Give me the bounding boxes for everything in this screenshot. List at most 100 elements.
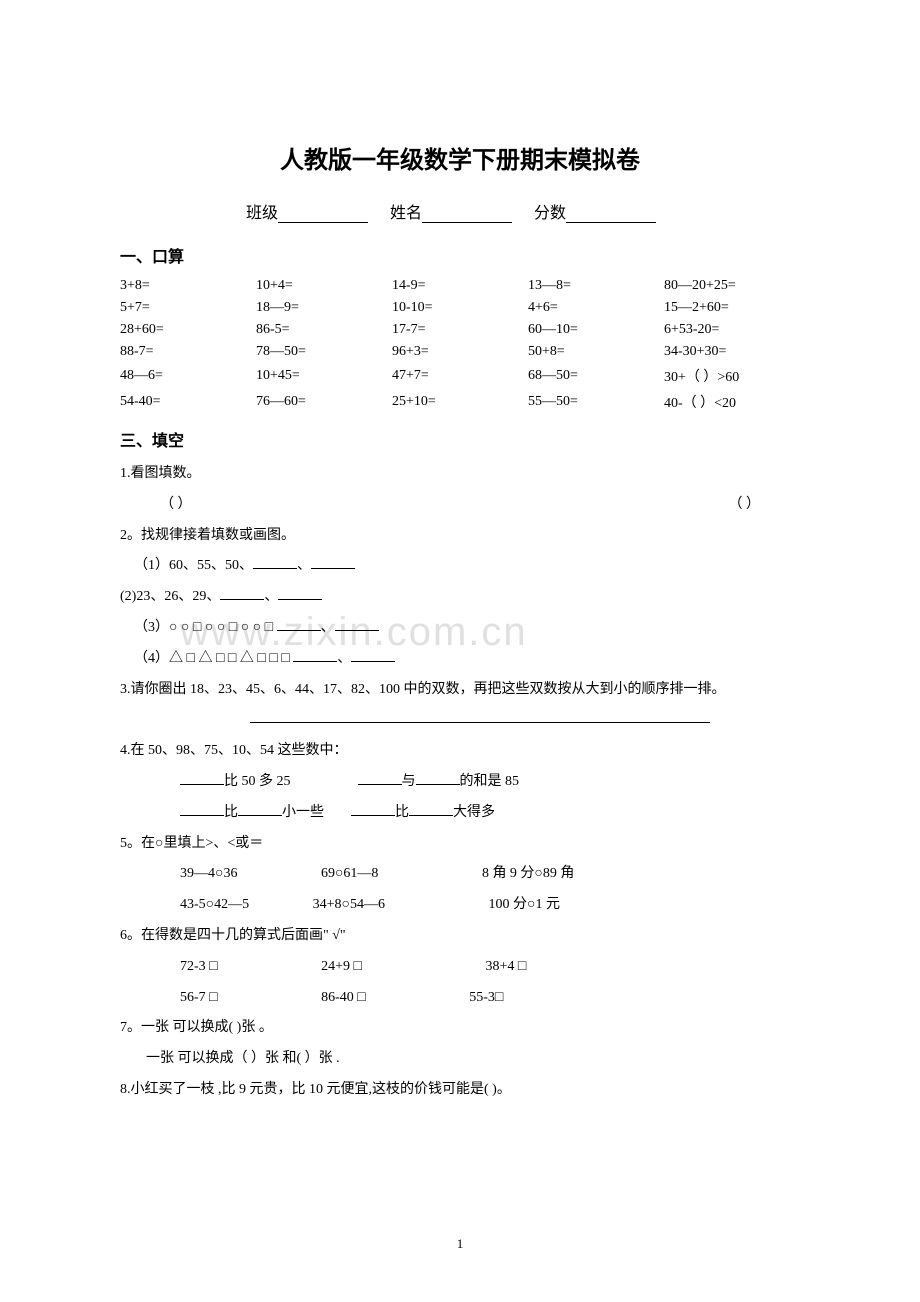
long-blank	[250, 709, 710, 723]
q2-3: （3）○ ○ □ ○ ○ □ ○ ○ □ 、	[134, 613, 800, 644]
text: 34+8○54—6	[313, 897, 385, 912]
calc-row: 28+60= 86-5= 17-7= 60—10= 6+53-20=	[120, 319, 800, 341]
text: 38+4 □	[485, 959, 526, 974]
calc-cell: 54-40=	[120, 389, 256, 415]
blank	[409, 802, 453, 816]
calc-row: 88-7= 78—50= 96+3= 50+8= 34-30+30=	[120, 341, 800, 363]
calc-cell: 76—60=	[256, 389, 392, 415]
q2-2: (2)23、26、29、、	[120, 582, 800, 613]
calc-cell: 30+（ ）>60	[664, 363, 800, 389]
calc-cell: 96+3=	[392, 341, 528, 363]
blank	[277, 617, 321, 631]
calc-cell: 5+7=	[120, 297, 256, 319]
calc-cell: 25+10=	[392, 389, 528, 415]
calc-cell: 13—8=	[528, 275, 664, 297]
calc-cell: 10-10=	[392, 297, 528, 319]
calc-table: 3+8= 10+4= 14-9= 13—8= 80—20+25= 5+7= 18…	[120, 275, 800, 415]
blank	[220, 586, 264, 600]
text: 小一些	[282, 805, 324, 820]
blank	[238, 802, 282, 816]
q4-line1: 比 50 多 25 与 的和是 85	[180, 767, 800, 798]
text: 43-5○42—5	[180, 897, 249, 912]
q2-4: （4）△ □ △ □ □ △ □ □ □ 、	[134, 644, 800, 675]
text: 比 50 多 25	[224, 774, 291, 789]
calc-row: 48—6= 10+45= 47+7= 68—50= 30+（ ）>60	[120, 363, 800, 389]
q2-2-text: (2)23、26、29、	[120, 589, 220, 604]
calc-cell: 17-7=	[392, 319, 528, 341]
q2-3-text: （3）○ ○ □ ○ ○ □ ○ ○ □	[134, 620, 277, 635]
q4: 4.在 50、98、75、10、54 这些数中：	[120, 736, 800, 767]
text: 39—4○36	[180, 866, 237, 881]
blank	[351, 802, 395, 816]
calc-cell: 60—10=	[528, 319, 664, 341]
calc-cell: 40-（ ）<20	[664, 389, 800, 415]
class-blank	[278, 205, 368, 223]
section1-head: 一、口算	[120, 243, 800, 267]
calc-cell: 18—9=	[256, 297, 392, 319]
calc-cell: 14-9=	[392, 275, 528, 297]
q3: 3.请你圈出 18、23、45、6、44、17、82、100 中的双数，再把这些…	[120, 675, 800, 706]
text: 69○61—8	[321, 866, 378, 881]
calc-cell: 10+4=	[256, 275, 392, 297]
text: 55-3□	[469, 990, 503, 1005]
class-label: 班级	[246, 205, 278, 222]
q6: 6。在得数是四十几的算式后面画" √"	[120, 921, 800, 952]
name-label: 姓名	[390, 205, 422, 222]
calc-cell: 88-7=	[120, 341, 256, 363]
q2-1: （1）60、55、50、、	[134, 551, 800, 582]
score-label: 分数	[534, 205, 566, 222]
blank	[416, 771, 460, 785]
page-number: 1	[0, 1236, 920, 1252]
text: 86-40 □	[321, 990, 366, 1005]
text: 100 分○1 元	[488, 897, 559, 912]
calc-cell: 4+6=	[528, 297, 664, 319]
calc-cell: 6+53-20=	[664, 319, 800, 341]
calc-cell: 78—50=	[256, 341, 392, 363]
calc-row: 3+8= 10+4= 14-9= 13—8= 80—20+25=	[120, 275, 800, 297]
q1: 1.看图填数。	[120, 459, 800, 490]
blank	[180, 771, 224, 785]
blank	[335, 617, 379, 631]
q2-4-text: （4）△ □ △ □ □ △ □ □ □	[134, 651, 293, 666]
q8: 8.小红买了一枝 ,比 9 元贵，比 10 元便宜,这枝的价钱可能是( )。	[120, 1075, 800, 1106]
blank	[180, 802, 224, 816]
calc-cell: 55—50=	[528, 389, 664, 415]
paren-left: （ ）	[160, 490, 192, 521]
text: 56-7 □	[180, 990, 218, 1005]
text: 比	[224, 805, 238, 820]
blank	[358, 771, 402, 785]
info-line: 班级 姓名 分数	[120, 199, 800, 223]
section3-head: 三、填空	[120, 427, 800, 451]
name-blank	[422, 205, 512, 223]
q5: 5。在○里填上>、<或＝	[120, 829, 800, 860]
blank	[253, 555, 297, 569]
text: 的和是 85	[460, 774, 520, 789]
calc-cell: 3+8=	[120, 275, 256, 297]
q1-parens: （ ） （ ）	[120, 490, 800, 521]
q7-1: 7。一张 可以换成( )张 。	[120, 1013, 800, 1044]
calc-cell: 50+8=	[528, 341, 664, 363]
q2: 2。找规律接着填数或画图。	[120, 521, 800, 552]
text: 比	[395, 805, 409, 820]
calc-cell: 80—20+25=	[664, 275, 800, 297]
q4-line2: 比 小一些 比 大得多	[180, 798, 800, 829]
calc-row: 54-40= 76—60= 25+10= 55—50= 40-（ ）<20	[120, 389, 800, 415]
q6-line2: 56-7 □ 86-40 □ 55-3□	[180, 983, 800, 1014]
blank	[311, 555, 355, 569]
q2-1-text: （1）60、55、50、	[134, 558, 253, 573]
calc-cell: 86-5=	[256, 319, 392, 341]
calc-cell: 15—2+60=	[664, 297, 800, 319]
blank	[351, 648, 395, 662]
calc-cell: 34-30+30=	[664, 341, 800, 363]
paren-right: （ ）	[729, 490, 761, 521]
calc-cell: 48—6=	[120, 363, 256, 389]
calc-row: 5+7= 18—9= 10-10= 4+6= 15—2+60=	[120, 297, 800, 319]
blank	[293, 648, 337, 662]
q7-2: 一张 可以换成（ ）张 和( ）张 .	[146, 1044, 800, 1075]
text: 大得多	[453, 805, 495, 820]
text: 与	[402, 774, 416, 789]
calc-cell: 28+60=	[120, 319, 256, 341]
text: 72-3 □	[180, 959, 218, 974]
text: 8 角 9 分○89 角	[482, 866, 574, 881]
blank	[278, 586, 322, 600]
